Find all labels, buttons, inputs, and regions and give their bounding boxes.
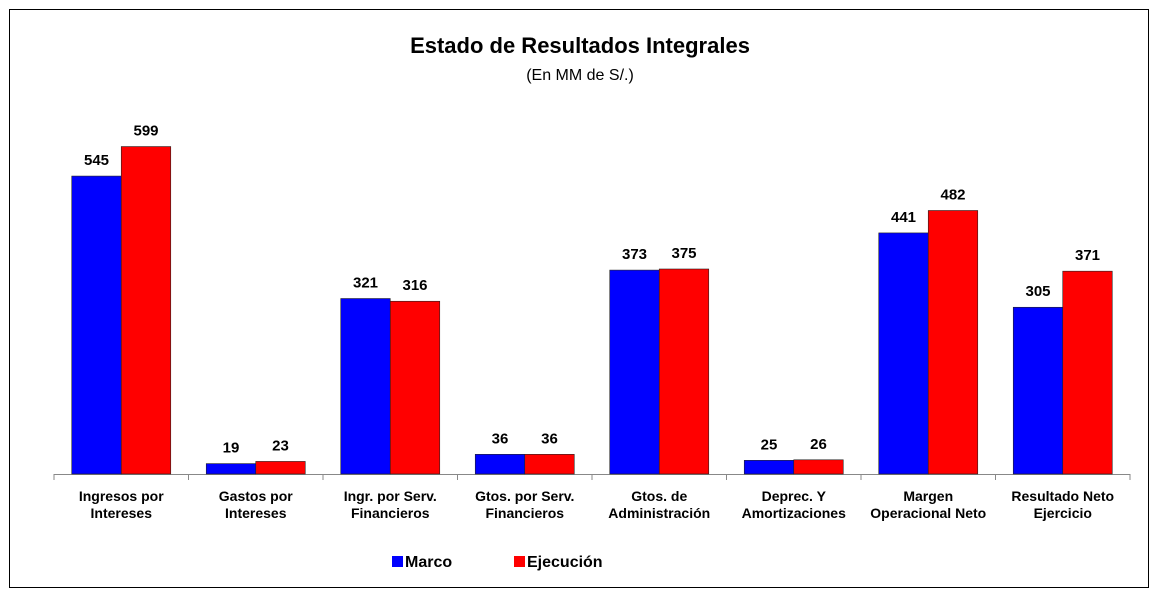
- value-label: 36: [492, 430, 509, 447]
- value-label: 25: [761, 436, 778, 453]
- value-label: 305: [1025, 283, 1050, 300]
- x-tick-label: Gtos. por Serv. Financieros: [475, 488, 575, 521]
- bar: [1012, 306, 1064, 475]
- bar: [927, 210, 979, 475]
- value-label: 36: [541, 430, 558, 447]
- x-tick-label: Ingresos por Intereses: [78, 488, 164, 521]
- bar: [793, 459, 844, 475]
- chart-title: Estado de Resultados Integrales: [410, 33, 750, 58]
- legend-swatch: [514, 556, 525, 567]
- bar: [524, 454, 575, 475]
- value-label: 316: [402, 277, 427, 294]
- legend-swatch: [392, 556, 403, 567]
- bar: [255, 461, 306, 475]
- value-label: 373: [622, 246, 647, 263]
- bar: [120, 146, 172, 475]
- bar: [71, 175, 122, 475]
- value-label: 482: [940, 186, 965, 203]
- value-label: 375: [671, 245, 696, 262]
- x-tick-label: Gastos por Intereses: [218, 488, 293, 521]
- bar: [1062, 270, 1113, 475]
- x-tick-label: Deprec. Y Amortizaciones: [741, 488, 846, 521]
- x-tick-label: Resultado Neto Ejercicio: [1011, 488, 1115, 521]
- bar: [658, 268, 710, 475]
- x-tick-label: Margen Operacional Neto: [870, 488, 987, 521]
- legend-label: Ejecución: [527, 554, 603, 571]
- bar: [743, 460, 795, 475]
- value-label: 545: [84, 152, 109, 169]
- x-tick-label: Gtos. de Administración: [608, 488, 711, 521]
- bar: [878, 232, 929, 475]
- bar: [205, 463, 257, 475]
- value-label: 371: [1075, 247, 1100, 264]
- x-tick-label: Ingr. por Serv. Financieros: [343, 488, 437, 521]
- value-label: 23: [272, 437, 289, 454]
- bar: [389, 300, 441, 475]
- value-label: 441: [891, 209, 916, 226]
- value-label: 321: [353, 274, 378, 291]
- bar: [609, 269, 660, 475]
- bar: [340, 298, 391, 475]
- bar: [474, 454, 526, 475]
- chart-subtitle: (En MM de S/.): [526, 67, 634, 84]
- value-label: 599: [133, 123, 158, 140]
- value-label: 19: [223, 440, 240, 457]
- value-label: 26: [810, 436, 827, 453]
- legend-label: Marco: [405, 554, 452, 571]
